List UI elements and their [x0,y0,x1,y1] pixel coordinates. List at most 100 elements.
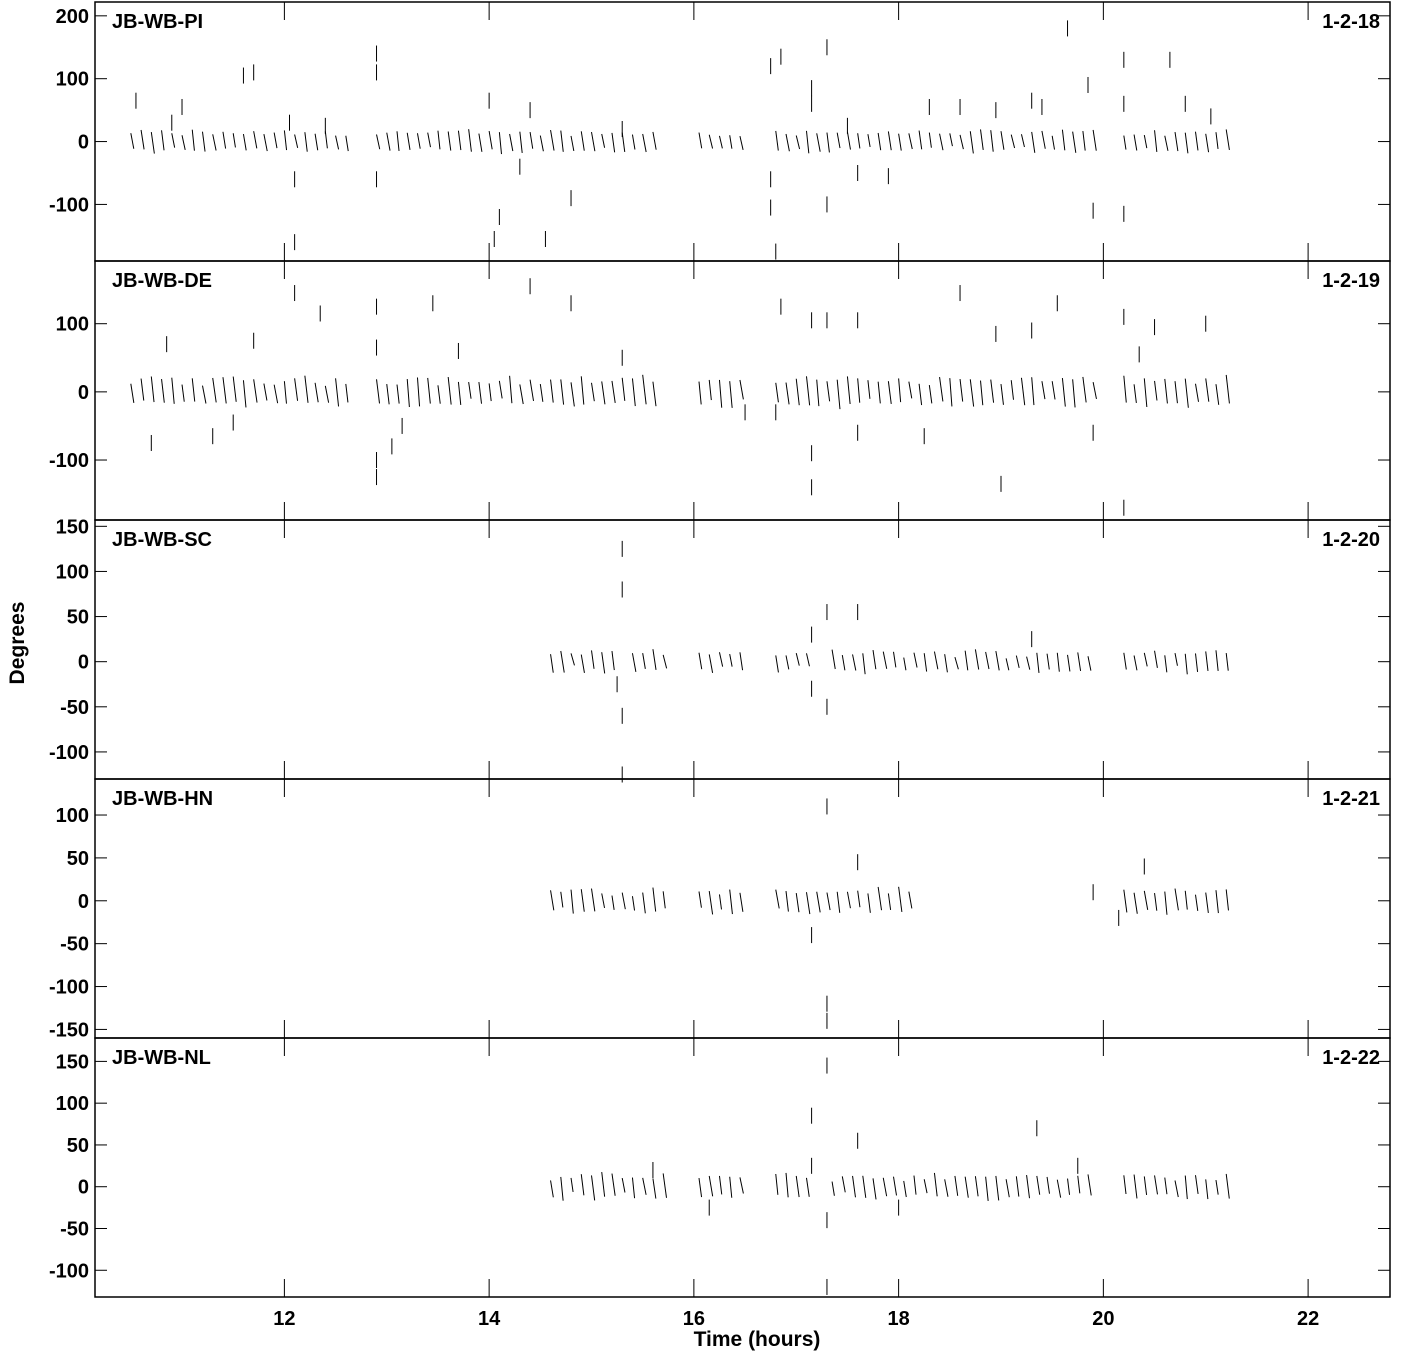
phase-stroke [1143,1176,1148,1195]
phase-stroke [191,378,196,402]
phase-stroke [1194,653,1199,672]
phase-stroke [944,1179,949,1197]
x-tick-label: 16 [683,1308,705,1330]
phase-stroke [191,129,195,151]
phase-stroke [580,889,585,912]
y-tick-label: 100 [56,561,89,583]
y-tick-label: 200 [56,6,89,28]
phase-stroke [1174,1180,1179,1198]
phase-stroke [253,379,258,403]
phase-stroke [570,889,574,914]
phase-stroke [1215,1180,1219,1195]
y-tick-label: -100 [49,194,89,216]
phase-stroke [201,385,207,404]
phase-stroke [1215,650,1219,672]
phase-stroke [739,136,744,150]
plot-id-label: 1-2-20 [1322,529,1380,551]
phase-stroke [775,889,780,909]
phase-stroke [775,382,779,403]
phase-stroke [212,377,217,403]
phase-stroke [416,377,421,407]
phase-stroke [498,380,503,399]
phase-stroke [621,892,626,910]
phase-stroke [826,381,831,402]
plot-id-label: 1-2-18 [1322,11,1380,33]
phase-stroke [601,893,606,909]
phase-stroke [729,1176,733,1198]
phase-stroke [1133,655,1138,671]
phase-stroke [1087,656,1092,671]
phase-stroke [1184,378,1189,408]
phase-stroke [427,132,431,148]
phase-stroke [1154,650,1158,668]
y-tick-label: -50 [60,697,89,719]
phase-stroke [1174,132,1179,152]
phase-stroke [580,131,585,151]
y-tick-label: 50 [67,1135,89,1157]
phase-strokes [550,1171,1230,1201]
phase-stroke [1026,1175,1030,1199]
phase-stroke [826,892,831,911]
phase-stroke [1072,131,1077,153]
phase-stroke [161,130,165,151]
phase-stroke [795,135,801,150]
phase-stroke [1205,892,1209,913]
phase-stroke [877,886,883,911]
phase-stroke [739,379,744,400]
phase-stroke [314,382,319,403]
phase-stroke [974,1176,979,1197]
phase-stroke [836,891,841,913]
phase-stroke [785,382,790,405]
phase-stroke [427,377,431,404]
phase-stroke [1015,1176,1020,1197]
phase-stroke [1154,130,1158,152]
phase-stroke [488,383,492,402]
phase-stroke [529,132,534,149]
phase-stroke [304,132,308,152]
phase-stroke [376,379,381,404]
phase-stroke [898,133,902,151]
phase-stroke [887,381,892,405]
phase-stroke [918,130,923,150]
phase-stroke [468,381,472,399]
panel-jb-wb-hn: 100 50 0 -50 -100 -150 JB-WB-HN 1-2-21 [49,778,1391,1041]
y-tick-label: 100 [56,69,89,91]
y-tick-label: 0 [78,132,89,154]
y-tick-label: 50 [67,607,89,629]
phase-stroke [805,376,811,406]
phase-stroke [181,135,186,150]
phase-stroke [708,134,714,149]
phase-stroke [718,1175,723,1195]
x-tick-label: 18 [887,1308,909,1330]
phase-stroke [1051,135,1056,150]
phase-stroke [785,133,790,152]
phase-stroke [601,652,606,674]
phase-stroke [631,653,637,672]
phase-stroke [560,650,565,673]
x-tick-label: 20 [1092,1308,1114,1330]
phase-stroke [877,132,882,151]
phase-stroke [816,891,821,913]
y-tick-label: -100 [49,742,89,764]
phase-stroke [1225,374,1230,404]
phase-stroke [857,378,861,403]
phase-stroke [611,895,615,910]
phase-stroke [918,383,923,406]
phase-stroke [1077,1175,1081,1194]
phase-stroke [130,133,135,149]
phase-stroke [611,651,615,671]
phase-stroke [857,890,861,908]
phase-stroke [1005,658,1010,671]
phase-stroke [867,893,871,913]
baseline-label: JB-WB-HN [112,788,213,810]
phase-stroke [739,892,744,912]
x-tick-label: 12 [273,1308,295,1330]
phase-stroke [529,379,535,402]
phase-stroke [580,1174,585,1196]
phase-stroke [611,1173,616,1196]
phase-stroke [1225,129,1230,151]
phase-stroke [1082,376,1087,403]
phase-stroke [631,896,636,911]
panel-frame [94,519,1391,780]
phase-stroke [872,649,877,670]
